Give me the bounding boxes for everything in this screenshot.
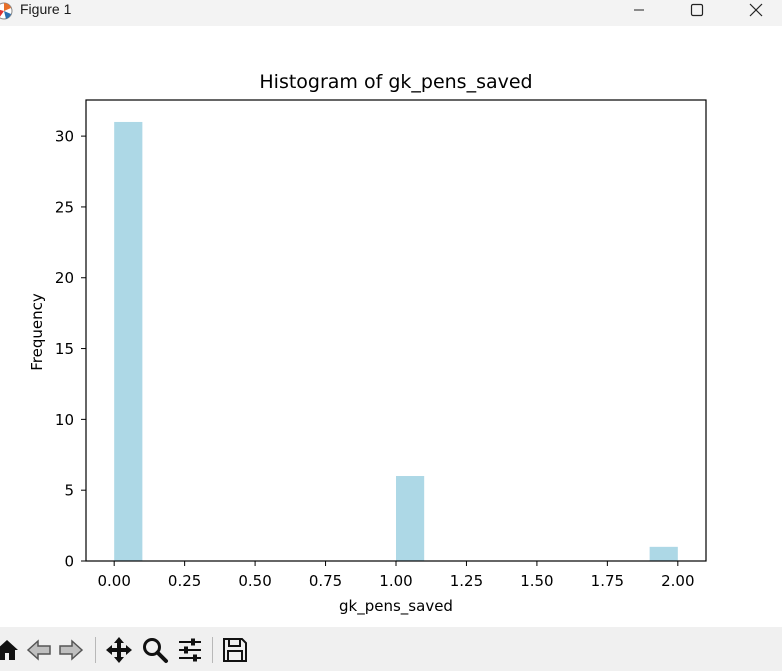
- save-icon: [223, 638, 247, 662]
- minimize-icon: [634, 9, 644, 11]
- plot-frame: [85, 99, 707, 562]
- x-tick-label: 1.25: [450, 572, 483, 590]
- toolbar-separator: [95, 637, 96, 663]
- window-titlebar: Figure 1: [0, 0, 782, 26]
- pan-icon: [106, 637, 132, 663]
- maximize-button[interactable]: [674, 0, 720, 20]
- configure-subplots-button[interactable]: [175, 635, 205, 665]
- configure-icon: [179, 638, 201, 662]
- x-tick-label: 0.50: [238, 572, 271, 590]
- back-button[interactable]: [24, 635, 54, 665]
- x-ticks: 0.00 0.25 0.50 0.75 1.00 1.25 1.50 1.75 2.00: [97, 561, 695, 590]
- app-icon: [0, 1, 14, 21]
- bars-group: [114, 121, 678, 561]
- x-tick-label: 1.75: [591, 572, 624, 590]
- y-tick-label: 30: [55, 128, 74, 146]
- zoom-icon: [143, 638, 168, 663]
- x-tick-label: 0.00: [97, 572, 130, 590]
- y-tick-label: 5: [64, 482, 74, 500]
- y-tick-label: 25: [55, 198, 74, 216]
- zoom-button[interactable]: [140, 635, 170, 665]
- y-tick-label: 20: [55, 269, 74, 287]
- x-tick-label: 1.50: [520, 572, 553, 590]
- close-icon: [749, 3, 763, 17]
- x-tick-label: 0.75: [309, 572, 342, 590]
- forward-button[interactable]: [56, 635, 86, 665]
- histogram-bar: [114, 121, 143, 561]
- y-tick-label: 0: [64, 553, 74, 571]
- forward-icon: [59, 639, 84, 661]
- home-button[interactable]: [0, 635, 22, 665]
- y-ticks: 0 5 10 15 20 25 30: [55, 128, 86, 571]
- x-tick-label: 1.00: [379, 572, 412, 590]
- back-icon: [26, 639, 51, 661]
- x-tick-label: 0.25: [168, 572, 201, 590]
- y-tick-label: 10: [55, 411, 74, 429]
- toolbar-separator: [212, 637, 213, 663]
- navigation-toolbar: [0, 627, 782, 671]
- save-button[interactable]: [220, 635, 250, 665]
- histogram-bar: [649, 546, 678, 561]
- pan-button[interactable]: [104, 635, 134, 665]
- chart-title: Histogram of gk_pens_saved: [259, 71, 532, 93]
- close-button[interactable]: [733, 0, 779, 20]
- x-tick-label: 2.00: [661, 572, 694, 590]
- x-axis-label: gk_pens_saved: [339, 597, 453, 616]
- histogram-chart: Histogram of gk_pens_saved Frequency gk_…: [28, 71, 707, 616]
- window-title: Figure 1: [20, 1, 72, 17]
- y-axis-label: Frequency: [28, 293, 46, 371]
- y-tick-label: 15: [55, 340, 74, 358]
- histogram-bar: [396, 476, 425, 561]
- minimize-button[interactable]: [616, 0, 662, 20]
- home-icon: [0, 640, 18, 660]
- maximize-icon: [690, 3, 704, 17]
